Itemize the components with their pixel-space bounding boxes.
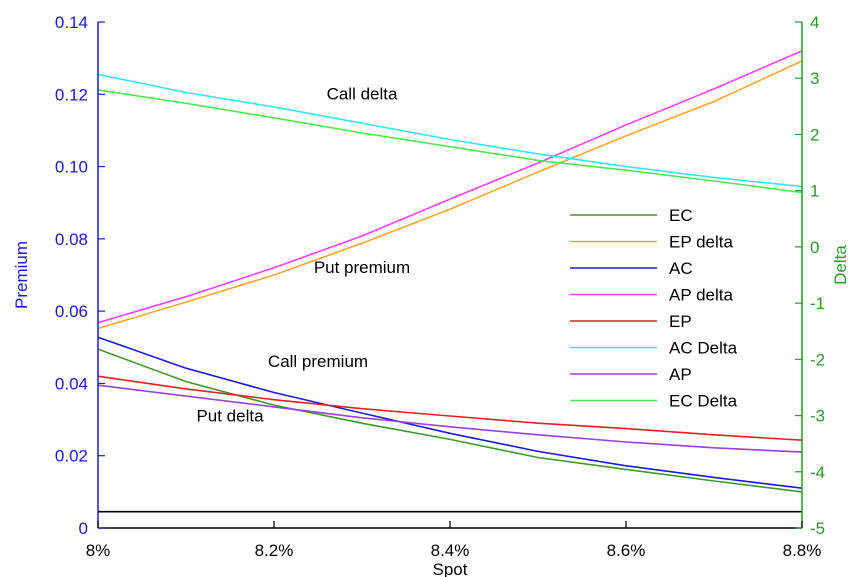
series-layer <box>97 50 803 513</box>
legend-label: EP <box>669 312 692 331</box>
series-line-ap <box>97 384 803 453</box>
y-left-tick-label: 0.02 <box>55 447 88 466</box>
legend-label: AP <box>669 365 692 384</box>
series-line-ap-delta <box>97 50 803 324</box>
series-line-ac-delta <box>97 73 803 188</box>
y-axis-right-label: Delta <box>831 245 850 285</box>
legend-label: AC <box>669 259 693 278</box>
y-right-tick-label: -5 <box>810 519 825 538</box>
series-line-ec-delta <box>97 89 803 194</box>
x-axis: 8% 8.2% 8.4% 8.6% 8.8% <box>86 521 822 560</box>
x-tick-label: 8.2% <box>255 541 294 560</box>
legend: EC EP delta AC AP delta EP AC Delta AP EC Delta <box>570 206 738 411</box>
legend-label: AC Delta <box>669 339 738 358</box>
annotations: Call delta Put premium Call premium Put del… <box>196 85 410 426</box>
y-axis-right: -5 -4 -3 -2 -1 0 1 2 3 4 <box>795 13 825 538</box>
y-right-tick-label: 4 <box>810 13 819 32</box>
annotation-label: Call premium <box>268 352 368 371</box>
y-left-tick-label: 0 <box>79 519 88 538</box>
y-left-tick-label: 0.10 <box>55 158 88 177</box>
legend-label: EC Delta <box>669 392 738 411</box>
x-tick-label: 8% <box>86 541 111 560</box>
y-right-tick-label: 0 <box>810 238 819 257</box>
x-axis-label: Spot <box>433 560 468 577</box>
y-right-tick-label: 3 <box>810 69 819 88</box>
series-line-ac <box>97 336 803 489</box>
annotation-label: Call delta <box>327 85 398 104</box>
y-left-tick-label: 0.12 <box>55 85 88 104</box>
y-right-tick-label: -3 <box>810 407 825 426</box>
y-left-tick-label: 0.14 <box>55 13 88 32</box>
x-tick-label: 8.6% <box>607 541 646 560</box>
y-left-tick-label: 0.08 <box>55 230 88 249</box>
annotation-label: Put premium <box>314 258 410 277</box>
y-right-tick-label: -4 <box>810 463 825 482</box>
x-tick-label: 8.4% <box>431 541 470 560</box>
legend-label: AP delta <box>669 286 734 305</box>
y-axis-left: 0 0.02 0.04 0.06 0.08 0.10 0.12 0.14 <box>55 13 105 538</box>
series-line-ec <box>97 348 803 493</box>
x-tick-label: 8.8% <box>783 541 822 560</box>
y-right-tick-label: -1 <box>810 294 825 313</box>
series-line-ep-delta <box>97 60 803 330</box>
annotation-label: Put delta <box>196 406 264 425</box>
y-left-tick-label: 0.06 <box>55 302 88 321</box>
series-line-ep <box>97 375 803 441</box>
y-right-tick-label: 1 <box>810 182 819 201</box>
legend-label: EP delta <box>669 233 734 252</box>
legend-label: EC <box>669 206 693 225</box>
y-right-tick-label: 2 <box>810 125 819 144</box>
y-left-tick-label: 0.04 <box>55 374 88 393</box>
plot-frame <box>97 22 803 529</box>
y-right-tick-label: -2 <box>810 350 825 369</box>
y-axis-left-label: Premium <box>12 241 31 309</box>
